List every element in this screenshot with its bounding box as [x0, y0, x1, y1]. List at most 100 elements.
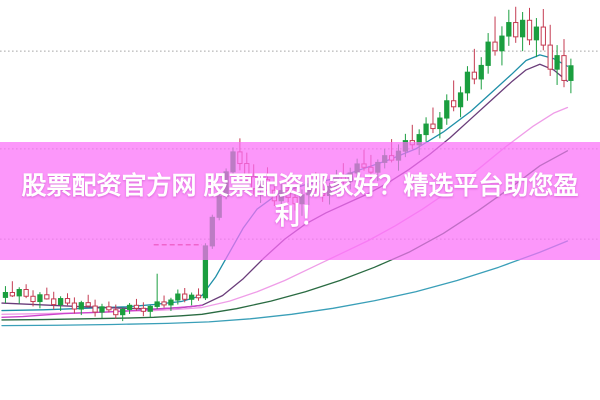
candle-body: [437, 117, 443, 130]
candle-body: [540, 26, 546, 46]
candle-body: [519, 19, 526, 38]
candle: [133, 298, 140, 311]
candle-body: [368, 166, 374, 173]
candle-body: [216, 195, 222, 218]
candle-body: [106, 306, 112, 311]
candle: [92, 299, 98, 317]
candle: [568, 58, 574, 94]
candle: [23, 284, 29, 299]
candle-body: [113, 309, 119, 316]
candle: [202, 243, 209, 301]
candle: [99, 303, 105, 319]
ma-line-MA-teal-long: [1, 240, 569, 327]
candle: [57, 296, 64, 311]
candle: [216, 193, 222, 221]
candle: [140, 302, 147, 317]
candle-body: [99, 306, 105, 313]
candle-body: [230, 151, 236, 173]
candle: [195, 288, 202, 301]
candle-body: [209, 216, 215, 247]
candle: [44, 287, 50, 300]
candle-body: [409, 140, 415, 146]
candle: [16, 287, 22, 304]
candle: [554, 45, 560, 85]
candle-body: [306, 185, 312, 196]
candle: [30, 290, 36, 307]
candle-body: [451, 100, 457, 108]
candle: [499, 26, 505, 66]
candle: [175, 289, 181, 305]
candle-body: [340, 175, 346, 182]
candle-body: [126, 304, 133, 310]
candle-body: [23, 289, 29, 297]
candle: [547, 24, 553, 76]
candle: [9, 281, 15, 298]
candle: [71, 297, 78, 314]
candle-body: [299, 194, 305, 205]
candle-body: [444, 100, 450, 119]
candle-body: [244, 163, 250, 178]
candle-body: [485, 41, 491, 66]
candle-body: [492, 41, 498, 52]
candle-body: [499, 35, 505, 52]
candle-body: [168, 299, 174, 306]
candle-body: [175, 293, 181, 301]
candle-body: [554, 55, 560, 70]
candle: [437, 112, 443, 139]
candle: [168, 297, 174, 311]
candle: [457, 86, 464, 118]
candle: [126, 303, 133, 314]
candle: [161, 295, 167, 308]
candle-body: [506, 22, 512, 37]
candle-body: [526, 19, 533, 41]
candle-body: [326, 185, 333, 196]
candle-body: [195, 294, 202, 299]
candle-body: [264, 179, 271, 191]
candle-body: [361, 163, 367, 168]
candle-body: [402, 140, 409, 152]
candle: [444, 94, 450, 125]
candle-body: [251, 176, 257, 190]
candle: [451, 80, 457, 112]
candle: [120, 307, 126, 322]
candle-body: [471, 71, 477, 80]
candle-body: [92, 305, 98, 313]
candle: [492, 16, 498, 56]
candle: [423, 117, 429, 142]
candle-body: [478, 64, 484, 80]
candle-body: [513, 22, 519, 38]
candle-body: [257, 179, 264, 190]
candle-body: [237, 151, 243, 165]
candle-body: [423, 123, 429, 136]
candle: [85, 294, 91, 308]
candle-body: [561, 55, 567, 81]
candle-body: [547, 44, 553, 70]
candle-body: [182, 293, 188, 300]
candle-body: [57, 298, 64, 306]
candle-body: [375, 161, 381, 173]
candle-body: [44, 294, 50, 300]
candle-body: [133, 304, 140, 309]
candle-body: [457, 92, 464, 108]
candle-body: [388, 155, 395, 161]
candle-body: [30, 295, 36, 303]
ma-line-MA-magenta-left: [1, 304, 203, 318]
candle: [223, 168, 229, 200]
candle-body: [313, 185, 319, 191]
candle-body: [347, 172, 353, 182]
candle-body: [292, 196, 298, 205]
candle: [533, 18, 540, 58]
candle-body: [278, 190, 284, 202]
candle: [147, 305, 153, 318]
candle-body: [85, 302, 91, 307]
candle: [519, 12, 526, 52]
candle: [106, 301, 112, 313]
candle-body: [71, 302, 78, 310]
candle: [513, 6, 519, 43]
candle-body: [78, 302, 84, 310]
candle-body: [395, 150, 402, 161]
candle-body: [51, 298, 57, 306]
candle-body: [568, 65, 574, 81]
candle: [561, 39, 567, 88]
